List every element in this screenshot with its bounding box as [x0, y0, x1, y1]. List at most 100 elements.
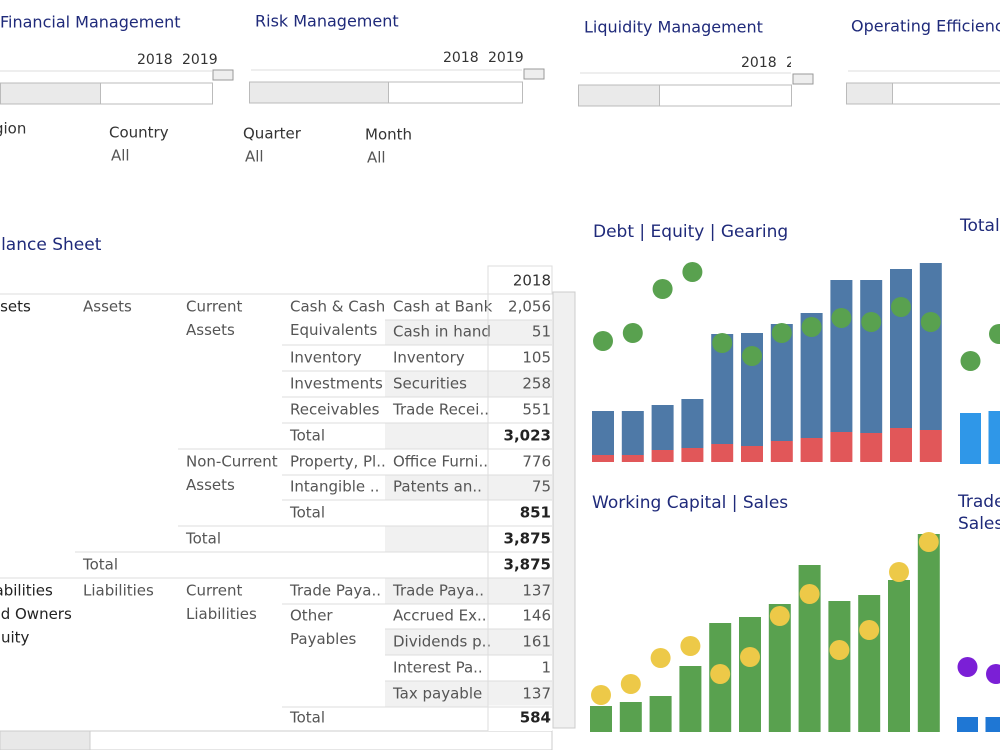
cell-label: Trade Recei.. — [392, 401, 489, 419]
bar — [619, 702, 642, 732]
scroll-button — [523, 68, 545, 80]
bar — [800, 313, 823, 438]
bar — [860, 433, 883, 462]
dot — [620, 674, 641, 694]
cell-label: Trade Paya.. — [392, 582, 484, 600]
cell-label: Payables — [290, 630, 357, 648]
cell-label: Current — [186, 298, 242, 316]
row-shade — [385, 526, 488, 552]
year-clip: 2018 2019 — [741, 55, 791, 71]
tab-bar — [89, 730, 553, 750]
dot — [740, 647, 760, 667]
scroll-thumb — [578, 84, 660, 107]
cell-label: and Owners — [0, 605, 72, 623]
bar — [828, 601, 851, 732]
cell-value: 75 — [532, 478, 551, 496]
bar — [830, 280, 853, 432]
row-shade — [385, 371, 488, 397]
dot — [861, 312, 882, 332]
header-cell — [487, 265, 553, 295]
dot — [652, 279, 673, 299]
cell-label: Liabilities — [186, 605, 257, 623]
bar — [649, 696, 672, 732]
cell-label: Tax payable — [392, 685, 482, 703]
bar — [800, 438, 823, 462]
bar — [681, 399, 704, 448]
filter-label: Quarter — [243, 125, 302, 143]
bar — [890, 269, 912, 428]
bar — [768, 604, 791, 732]
bar — [651, 405, 674, 450]
chart-title: Trade — [957, 492, 1000, 512]
dot — [710, 664, 731, 684]
panel: Risk Management 2018 2019 — [249, 12, 545, 104]
panel-title: Risk Management — [255, 12, 399, 31]
row-shade — [385, 423, 488, 449]
filter-label: Country — [109, 124, 169, 142]
filter-label: Month — [365, 126, 412, 144]
bar — [830, 432, 853, 462]
dot — [918, 532, 939, 552]
dot — [989, 324, 1000, 344]
cell-label: Inventory — [393, 349, 465, 367]
dot — [769, 606, 790, 626]
dot — [891, 297, 911, 317]
panel-title: Liquidity Management — [584, 18, 763, 37]
dot — [831, 308, 852, 328]
cell-value: 146 — [522, 607, 551, 625]
cell-label: Dividends p.. — [393, 633, 491, 651]
bar — [651, 450, 674, 462]
cell-label: Total — [289, 709, 325, 727]
bar — [988, 411, 1000, 464]
dot — [829, 640, 850, 660]
value-shade — [488, 578, 552, 604]
dot — [859, 620, 880, 640]
cell-label: Interest Pa.. — [393, 659, 483, 677]
bar — [741, 446, 763, 462]
cell-label: Office Furni.. — [393, 453, 488, 471]
bar — [919, 430, 942, 462]
bar — [679, 666, 702, 732]
chart-title: Sales — [958, 514, 1000, 534]
chart-title: Total — [959, 216, 1000, 236]
cell-label: Cash at Bank — [393, 298, 493, 316]
cell-value: 105 — [522, 349, 551, 367]
cell-label: Assets — [0, 298, 31, 316]
table: Assets Assets Current Assets Cash & Cash Equi… — [0, 298, 552, 731]
cell-value: 3,875 — [504, 530, 551, 548]
cell-label: Liabilities — [0, 582, 53, 600]
tab[interactable] — [0, 730, 91, 750]
bar — [770, 324, 793, 441]
cell-value: 551 — [522, 401, 551, 419]
cell-value: 584 — [520, 709, 551, 727]
dot — [920, 312, 941, 332]
bar — [621, 411, 644, 455]
dot — [622, 323, 643, 343]
cell-label: Total — [289, 504, 325, 522]
chart-title: Working Capital | Sales — [592, 493, 788, 513]
cell-value: 851 — [520, 504, 551, 522]
filter-value: All — [111, 147, 130, 165]
dot — [771, 323, 792, 343]
cell-label: Assets — [186, 321, 235, 339]
value-shade — [488, 705, 552, 731]
value-shade — [488, 500, 552, 526]
panel: Operating Efficiency — [846, 17, 1000, 105]
bar — [860, 280, 883, 433]
bar — [770, 441, 793, 462]
cell-label: Liabilities — [83, 582, 154, 600]
dot — [742, 346, 762, 366]
scrollbar[interactable] — [552, 291, 576, 729]
filter-value: All — [367, 149, 386, 167]
cell-label: Equity — [0, 629, 30, 647]
dot — [799, 584, 820, 604]
row-shade — [385, 629, 488, 655]
bar — [917, 534, 940, 732]
value-shade — [488, 629, 552, 655]
cell-label: Total — [289, 427, 325, 445]
cell-label: Assets — [186, 476, 235, 494]
cell-label: Current — [186, 582, 242, 600]
cell-label: Patents an.. — [393, 478, 482, 496]
year-header: 2019 — [182, 52, 218, 68]
